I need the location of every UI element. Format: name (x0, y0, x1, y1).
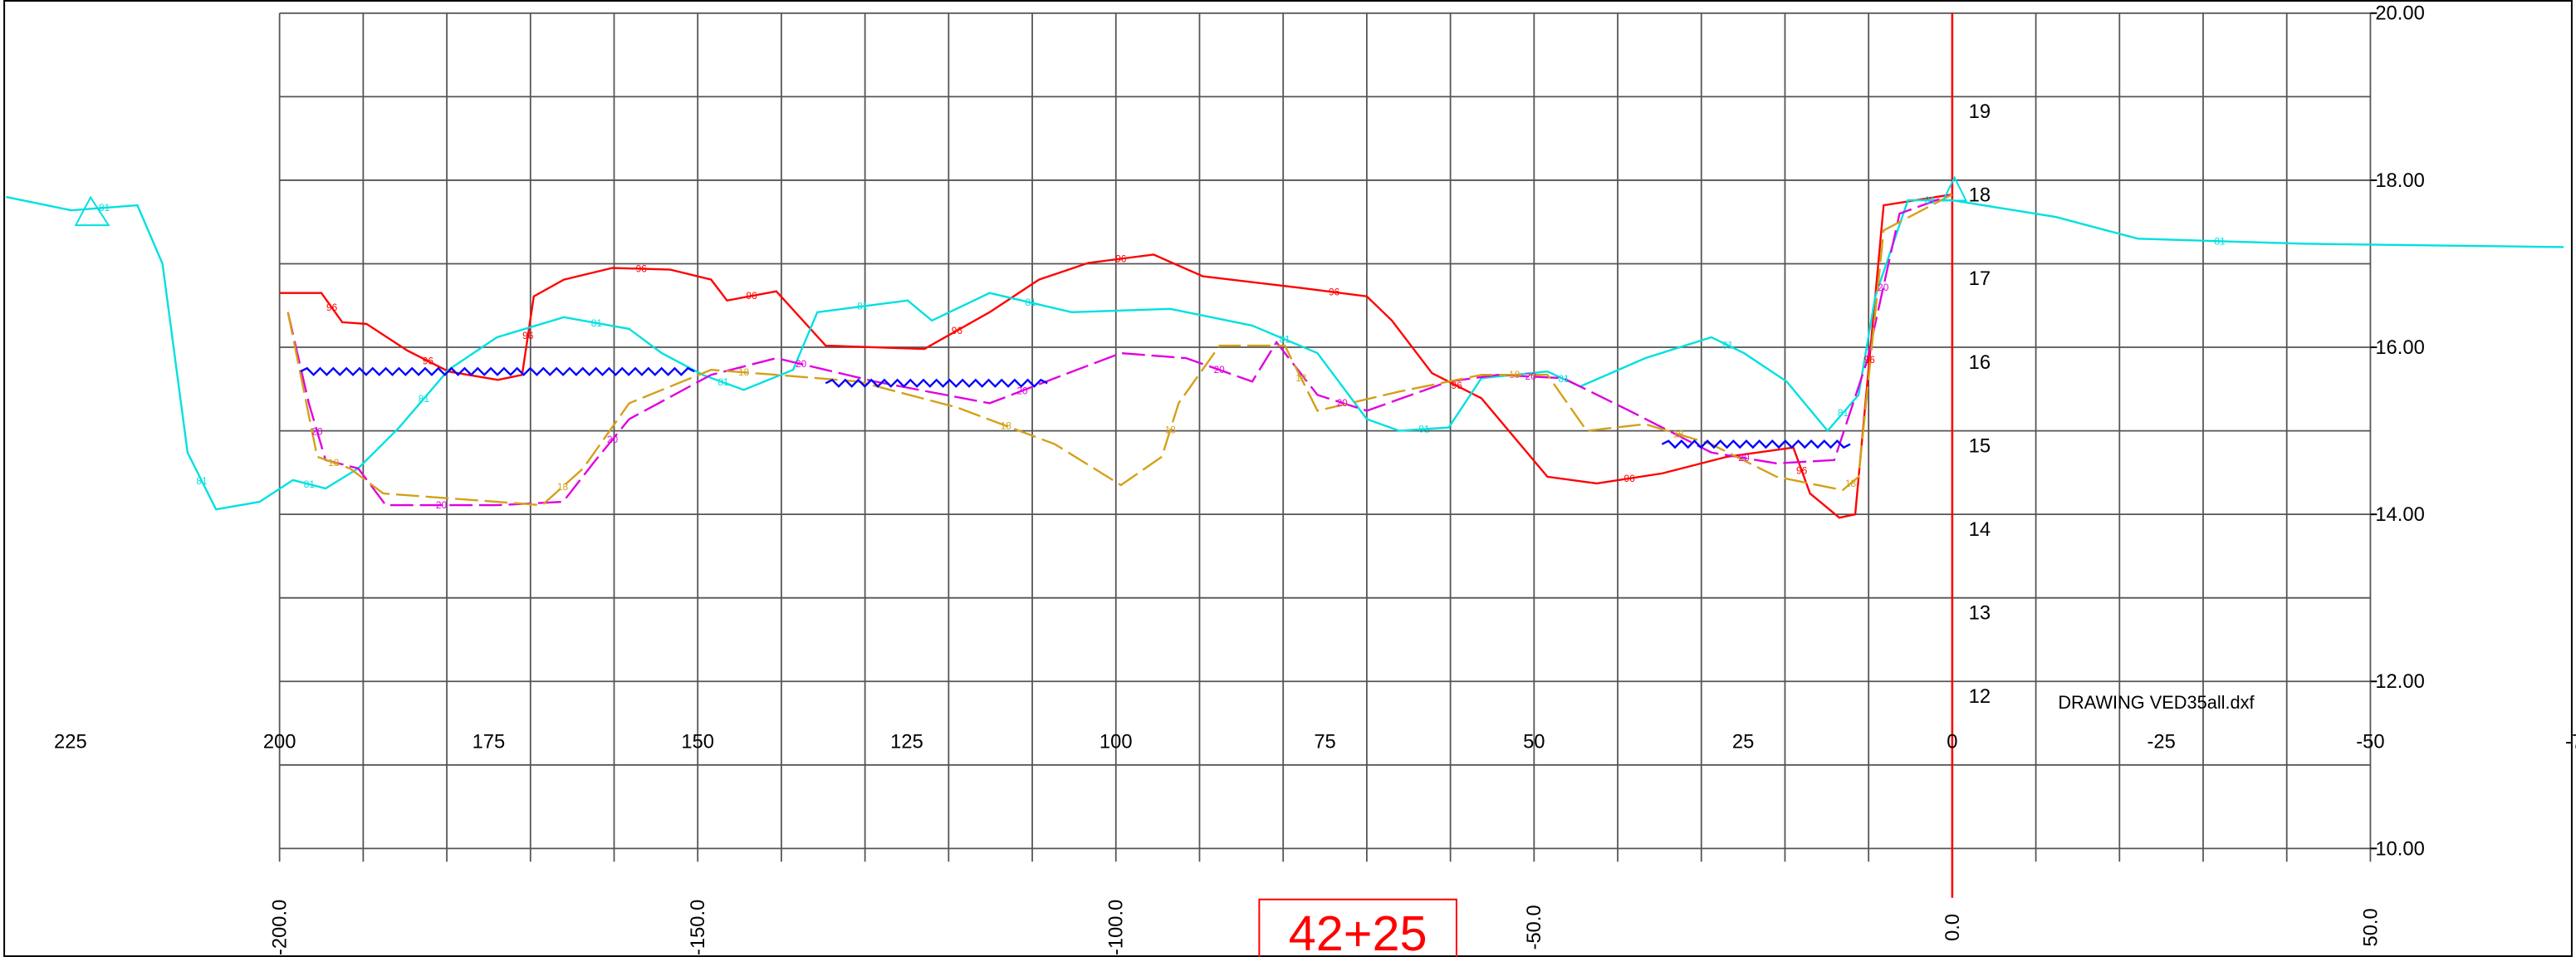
profile-line (300, 366, 695, 376)
inner-y-label: 14 (1969, 518, 1991, 541)
profile-line (6, 195, 2564, 511)
line-label: 18 (738, 366, 750, 378)
line-label: 20 (1738, 452, 1750, 464)
line-label: 96 (1115, 253, 1127, 264)
x2-tick-label: 225 (54, 731, 87, 753)
y-tick-label: 10.00 (2375, 837, 2424, 860)
y-tick-label: 16.00 (2375, 336, 2424, 359)
line-label: 20 (311, 426, 323, 438)
profile-line (279, 193, 1953, 519)
station-label: 42+25 (1289, 905, 1428, 957)
line-label: 96 (1864, 354, 1876, 366)
line-label: 81 (1722, 339, 1734, 351)
y-tick-label: 20.00 (2375, 2, 2424, 25)
inner-y-label: 18 (1969, 184, 1991, 207)
line-label: 81 (857, 301, 869, 312)
line-label: 18 (328, 457, 340, 469)
inner-y-label: 17 (1969, 267, 1991, 290)
line-label: 81 (1418, 424, 1430, 435)
line-label: 96 (1452, 380, 1463, 391)
drawing-name: DRAWING VED35all.dxf (2058, 692, 2255, 713)
frame (3, 0, 2573, 957)
labels: 20.00 18.00 16.00 14.00 12.00 10.00 19 18 17 16 15… (54, 2, 2576, 955)
x2-tick-label: -75 (2565, 731, 2576, 753)
line-label: 81 (419, 393, 430, 405)
x2-tick-label: 75 (1314, 731, 1335, 753)
line-label: 20 (1337, 397, 1349, 409)
line-label: 20 (436, 499, 448, 511)
line-label: 18 (1165, 425, 1177, 436)
x-tick-label: -150.0 (687, 900, 709, 955)
x-tick-label: -100.0 (1105, 900, 1128, 955)
profile-line (1661, 439, 1851, 449)
line-label: 18 (1672, 429, 1684, 440)
profile-line (286, 193, 1953, 507)
y-tick-label: 18.00 (2375, 169, 2424, 192)
x-tick-label: 50.0 (2359, 908, 2382, 946)
line-label: 96 (1329, 287, 1340, 298)
inner-y-label: 12 (1969, 685, 1991, 708)
x2-tick-label: 25 (1732, 731, 1754, 753)
line-label: 81 (196, 475, 208, 487)
x2-tick-label: 0 (1947, 731, 1957, 753)
inner-y-label: 15 (1969, 434, 1991, 457)
x2-tick-label: 150 (681, 731, 714, 753)
line-label: 81 (304, 478, 316, 490)
x-tick-label: 0.0 (1942, 914, 1964, 941)
x-tick-label: -200.0 (269, 900, 291, 955)
line-label: 81 (717, 376, 729, 388)
line-label: 96 (636, 263, 648, 274)
line-label: 20 (1214, 364, 1226, 375)
line-label: 81 (1558, 373, 1570, 385)
line-label: 18 (1845, 478, 1857, 489)
line-label: 18 (557, 481, 569, 493)
line-label: 18 (1509, 369, 1521, 380)
line-label: 96 (522, 330, 534, 341)
grid (278, 12, 2378, 898)
y-tick-label: 12.00 (2375, 670, 2424, 693)
y-tick-label: 14.00 (2375, 503, 2424, 526)
line-label: 81 (2215, 235, 2226, 247)
x2-tick-label: -50 (2356, 731, 2384, 753)
line-label: 20 (796, 358, 807, 370)
profiles (6, 193, 2564, 519)
line-label: 81 (1280, 333, 1291, 345)
line-label: 81 (99, 202, 110, 213)
line-label: 81 (1025, 297, 1036, 308)
line-label: 81 (1925, 194, 1937, 206)
line-label: 20 (1878, 282, 1889, 293)
line-label: 18 (1001, 420, 1012, 432)
line-label: 96 (326, 302, 338, 313)
line-label: 81 (1838, 407, 1849, 419)
x2-tick-label: 200 (263, 731, 296, 753)
line-label: 96 (952, 325, 963, 336)
x2-tick-label: 125 (890, 731, 923, 753)
line-label: 20 (1016, 385, 1028, 396)
line-label: 20 (607, 434, 619, 445)
x2-tick-label: 50 (1523, 731, 1545, 753)
station-box (1258, 898, 1457, 957)
x2-tick-label: -25 (2147, 731, 2175, 753)
profile-line (825, 378, 1048, 388)
inner-y-label: 19 (1969, 101, 1991, 123)
line-label: 20 (1526, 371, 1537, 382)
inner-y-label: 16 (1969, 351, 1991, 374)
x-tick-label: -50.0 (1523, 905, 1545, 950)
line-label: 96 (1796, 464, 1808, 476)
marker-triangle (74, 195, 110, 227)
line-label: 96 (747, 290, 758, 302)
line-label: 96 (1624, 473, 1636, 484)
line-label: 18 (1295, 372, 1307, 384)
inner-y-label: 13 (1969, 601, 1991, 624)
profile-line (286, 193, 1953, 507)
line-label: 96 (423, 356, 434, 367)
marker-triangle (1942, 175, 1968, 202)
x2-tick-label: 100 (1099, 731, 1133, 753)
x2-tick-label: 175 (473, 731, 506, 753)
line-label: 81 (591, 317, 603, 329)
